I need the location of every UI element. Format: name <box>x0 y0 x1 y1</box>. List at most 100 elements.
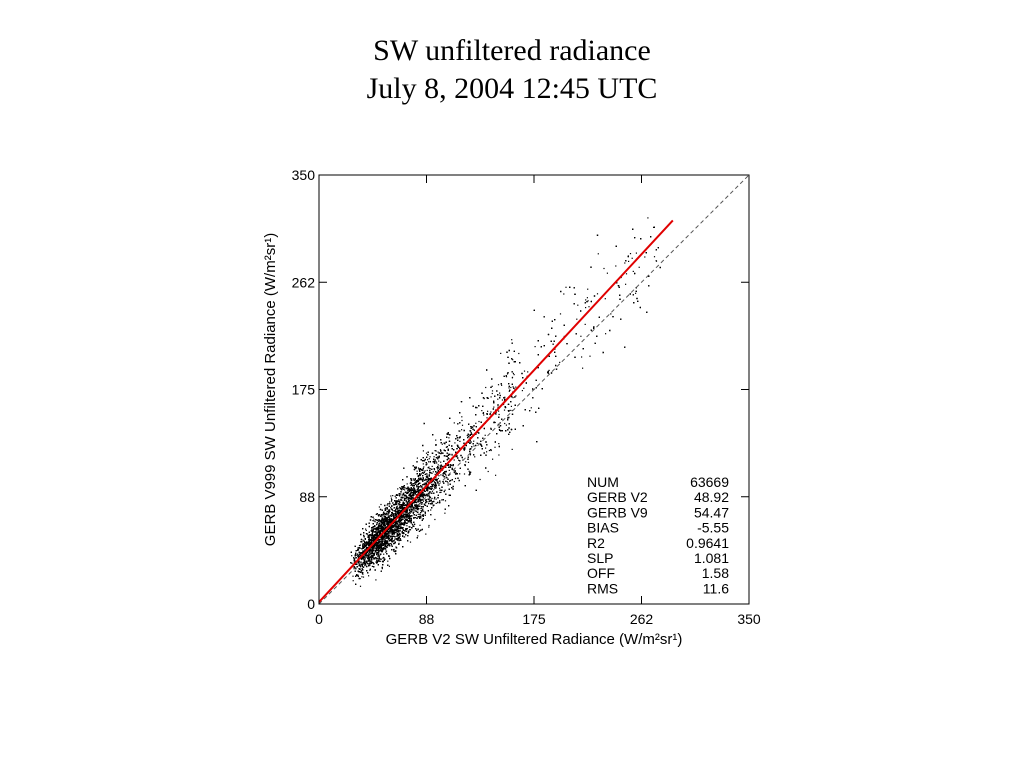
data-point <box>368 539 371 541</box>
data-point <box>400 493 402 495</box>
data-point <box>385 516 387 518</box>
data-point <box>379 554 381 556</box>
data-point <box>415 494 417 496</box>
data-point <box>408 494 410 497</box>
data-point <box>434 473 436 475</box>
data-point <box>372 555 374 557</box>
data-point <box>399 499 401 501</box>
data-point <box>375 513 377 515</box>
data-point <box>438 484 440 486</box>
data-point <box>445 473 447 476</box>
data-point <box>360 571 362 573</box>
data-point <box>368 551 370 553</box>
data-point <box>399 487 401 489</box>
data-point <box>459 473 461 475</box>
data-point <box>414 510 416 512</box>
data-point <box>588 306 590 308</box>
data-point <box>534 346 536 348</box>
data-point <box>459 430 461 432</box>
data-point <box>388 555 390 557</box>
data-point <box>404 489 406 491</box>
data-point <box>409 505 411 507</box>
data-point <box>375 579 377 581</box>
data-point <box>438 475 440 477</box>
data-point <box>364 543 366 545</box>
data-point <box>653 226 655 228</box>
data-point <box>393 543 395 545</box>
data-point <box>475 422 477 424</box>
data-point <box>370 556 372 558</box>
data-point <box>394 495 396 497</box>
data-point <box>381 523 383 525</box>
data-point <box>505 424 507 426</box>
data-point <box>422 463 424 465</box>
data-point <box>398 499 400 501</box>
data-point <box>582 367 584 369</box>
data-point <box>423 495 425 497</box>
data-point <box>530 407 532 409</box>
data-point <box>425 452 428 454</box>
data-point <box>426 473 428 475</box>
data-point <box>565 286 567 288</box>
data-point <box>391 532 393 535</box>
data-point <box>450 479 452 482</box>
data-point <box>399 511 401 513</box>
data-point <box>521 390 523 392</box>
data-point <box>635 252 637 254</box>
data-point <box>434 484 436 486</box>
data-point <box>559 361 561 363</box>
data-point <box>402 535 404 537</box>
data-point <box>407 507 409 509</box>
data-point <box>438 467 440 469</box>
data-point <box>386 509 388 511</box>
data-point <box>397 513 399 515</box>
data-point <box>448 453 450 455</box>
data-point <box>488 449 490 452</box>
data-point <box>397 503 399 505</box>
data-point <box>377 561 379 563</box>
data-point <box>351 555 353 557</box>
data-point <box>498 454 500 456</box>
data-point <box>511 377 513 379</box>
data-point <box>416 501 418 503</box>
data-point <box>431 484 433 486</box>
data-point <box>368 557 371 559</box>
data-point <box>497 398 499 400</box>
data-point <box>380 541 382 543</box>
data-point <box>498 428 500 431</box>
data-point <box>437 468 439 470</box>
data-point <box>398 503 400 505</box>
data-point <box>382 542 384 544</box>
data-point <box>415 505 417 507</box>
data-point <box>374 527 376 529</box>
data-point <box>378 525 380 527</box>
data-point <box>359 578 361 580</box>
data-point <box>426 476 428 479</box>
data-point <box>363 566 365 568</box>
data-point <box>390 497 392 499</box>
data-point <box>361 573 363 575</box>
data-point <box>501 399 503 401</box>
data-point <box>401 494 403 496</box>
data-point <box>433 469 436 471</box>
data-point <box>420 478 422 480</box>
data-point <box>369 537 371 539</box>
data-point <box>373 518 375 520</box>
data-point <box>423 466 425 468</box>
data-point <box>576 318 578 320</box>
data-point <box>424 512 426 515</box>
data-point <box>423 504 425 506</box>
data-point <box>511 448 513 450</box>
data-point <box>376 535 378 537</box>
data-point <box>498 413 500 416</box>
data-point <box>404 487 406 489</box>
data-point <box>548 369 550 371</box>
data-point <box>363 560 365 562</box>
data-point <box>394 500 397 502</box>
data-point <box>402 488 405 490</box>
data-point <box>360 565 362 567</box>
data-point <box>405 494 407 496</box>
data-point <box>390 500 393 502</box>
data-point <box>426 469 428 471</box>
data-point <box>461 429 463 431</box>
